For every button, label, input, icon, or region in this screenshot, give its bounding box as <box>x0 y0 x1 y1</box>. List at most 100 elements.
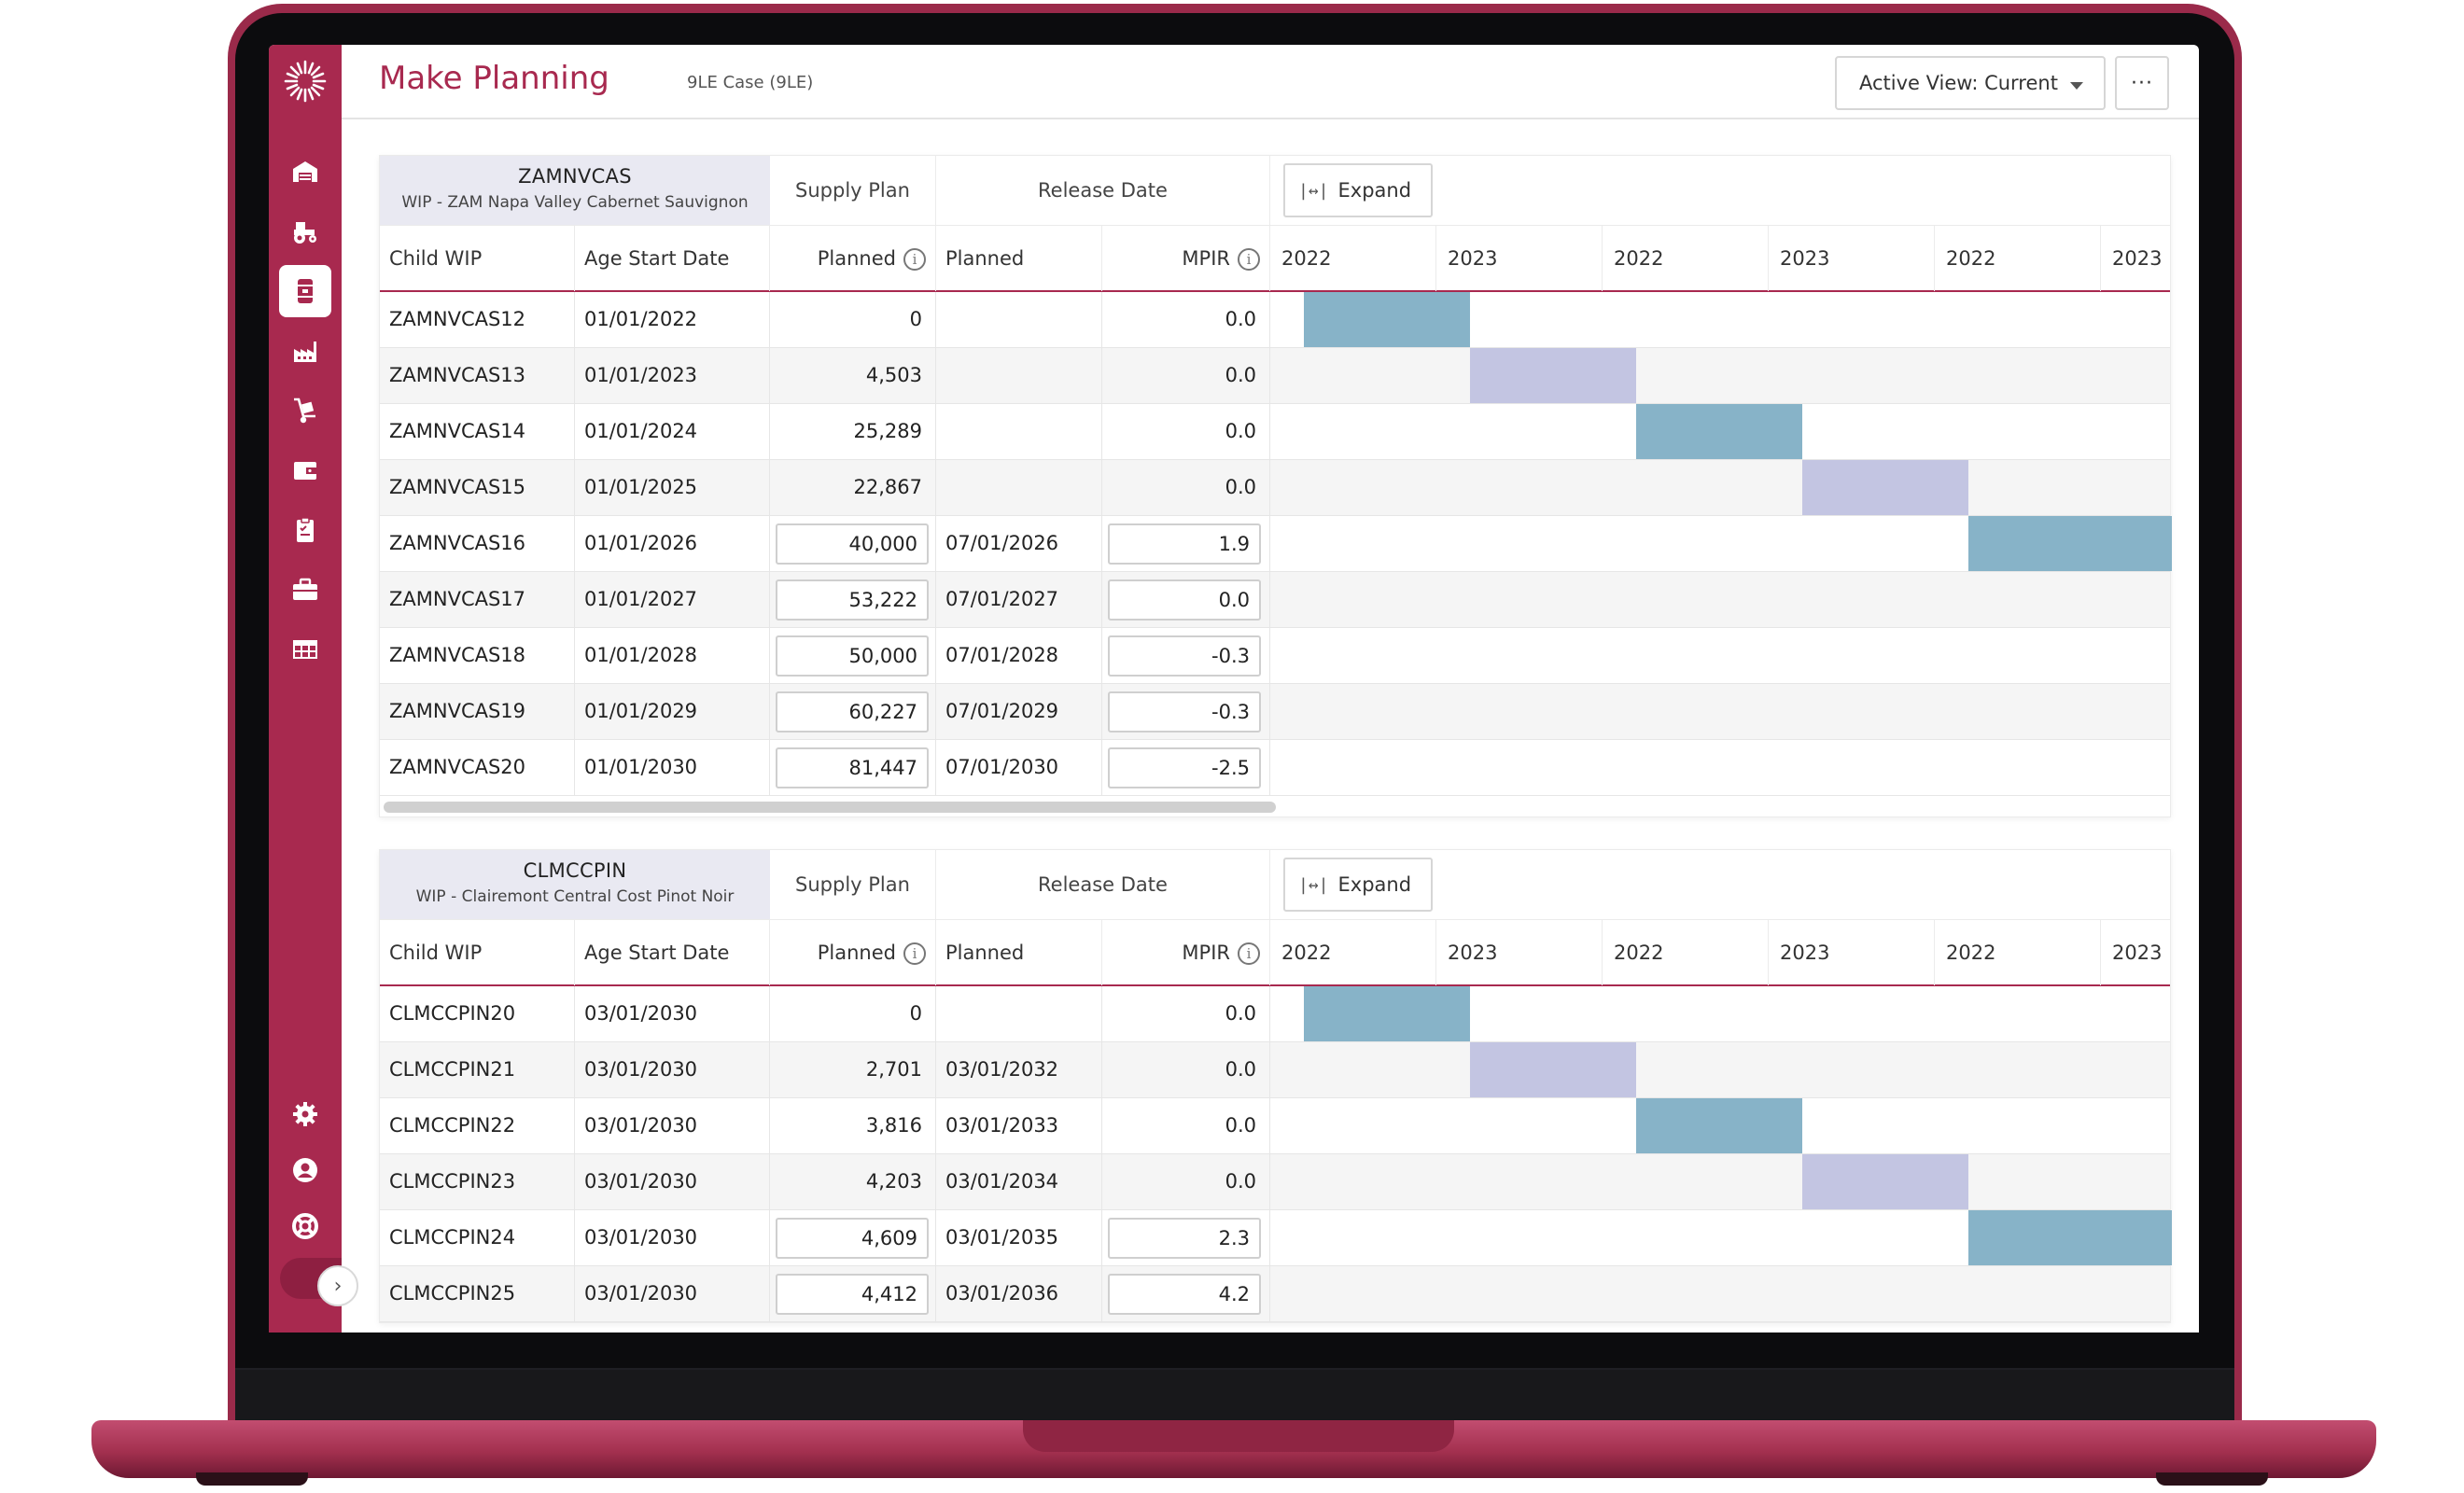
wip-panel: CLMCCPIN WIP - Clairemont Central Cost Pi… <box>379 849 2172 1323</box>
active-view-dropdown[interactable]: Active View: Current <box>1835 56 2106 110</box>
sidebar-item-settings[interactable] <box>279 1088 331 1140</box>
timeline-year-header: 2022 <box>1603 920 1769 985</box>
clipboard-icon <box>297 517 314 542</box>
column-header-release-planned[interactable]: Planned <box>936 226 1102 291</box>
column-header-mpir[interactable]: MPIR i <box>1102 920 1270 985</box>
column-header-child-wip[interactable]: Child WIP <box>380 226 575 291</box>
timeline-bar[interactable] <box>1801 1154 1968 1209</box>
release-date-group-header: Release Date <box>936 850 1270 919</box>
mpir-input[interactable]: -0.3 <box>1108 691 1261 733</box>
age-start-date-cell: 01/01/2027 <box>575 572 770 627</box>
sidebar-item-clipboard[interactable] <box>279 504 331 556</box>
sidebar-item-wallet[interactable] <box>279 444 331 496</box>
mpir-input[interactable]: -0.3 <box>1108 635 1261 677</box>
sidebar-item-table[interactable] <box>279 623 331 676</box>
mpir-input[interactable]: 0.0 <box>1108 579 1261 621</box>
timeline-bar[interactable] <box>1303 292 1470 347</box>
expand-button[interactable]: |↔| Expand <box>1283 858 1433 912</box>
planned-input[interactable]: 81,447 <box>776 747 929 788</box>
planned-input[interactable]: 53,222 <box>776 579 929 621</box>
info-icon[interactable]: i <box>1238 942 1260 965</box>
planned-cell: 25,289 <box>770 404 936 459</box>
table-row: ZAMNVCAS16 01/01/2026 40,000 07/01/2026 1.9 <box>380 516 2172 572</box>
column-header-release-planned[interactable]: Planned <box>936 920 1102 985</box>
caret-down-icon <box>2070 82 2083 90</box>
chevron-right-icon: › <box>333 1274 343 1298</box>
timeline-bar[interactable] <box>1801 460 1968 515</box>
sunburst-logo-icon[interactable] <box>282 58 329 105</box>
mpir-input[interactable]: 1.9 <box>1108 523 1261 565</box>
horizontal-scrollbar[interactable] <box>380 796 2170 816</box>
child-wip-cell: ZAMNVCAS19 <box>380 684 575 739</box>
sidebar <box>269 45 342 1333</box>
sidebar-item-hand-truck[interactable] <box>279 384 331 437</box>
timeline-bar[interactable] <box>1635 1098 1802 1153</box>
timeline-bar[interactable] <box>1469 348 1636 403</box>
timeline-year-header: 2023 <box>1769 226 1935 291</box>
scrollbar-thumb[interactable] <box>384 802 1276 813</box>
timeline-bar[interactable] <box>1967 1210 2172 1265</box>
info-icon[interactable]: i <box>1238 248 1260 271</box>
planned-input[interactable]: 50,000 <box>776 635 929 677</box>
sidebar-item-barrel[interactable] <box>279 265 331 317</box>
sidebar-item-profile[interactable] <box>279 1144 331 1196</box>
laptop-foot <box>196 1472 308 1486</box>
info-icon[interactable]: i <box>903 942 926 965</box>
age-start-date-cell: 01/01/2026 <box>575 516 770 571</box>
release-planned-cell: 03/01/2034 <box>936 1154 1102 1209</box>
table-header-row: Child WIP Age Start Date Planned i Planned MP… <box>380 919 2170 986</box>
planned-input[interactable]: 4,412 <box>776 1274 929 1315</box>
mpir-cell: 0.0 <box>1102 460 1270 515</box>
sidebar-item-factory[interactable] <box>279 325 331 377</box>
table-row: ZAMNVCAS20 01/01/2030 81,447 07/01/2030 -2.5 <box>380 740 2170 796</box>
child-wip-cell: ZAMNVCAS13 <box>380 348 575 403</box>
expand-button[interactable]: |↔| Expand <box>1283 163 1433 217</box>
timeline-bar[interactable] <box>1469 1042 1636 1097</box>
sidebar-item-help[interactable] <box>279 1200 331 1252</box>
column-header-mpir[interactable]: MPIR i <box>1102 226 1270 291</box>
column-header-planned[interactable]: Planned i <box>770 920 936 985</box>
more-options-button[interactable]: ··· <box>2115 56 2169 110</box>
age-start-date-cell: 01/01/2025 <box>575 460 770 515</box>
panel-description: WIP - Clairemont Central Cost Pinot Noir <box>415 887 735 906</box>
mpir-cell: 0.0 <box>1102 1154 1270 1209</box>
column-header-planned[interactable]: Planned i <box>770 226 936 291</box>
table-row: CLMCCPIN22 03/01/2030 3,816 03/01/2033 0.0 <box>380 1098 2170 1154</box>
timeline-bar[interactable] <box>1303 986 1470 1041</box>
column-header-age-start-date[interactable]: Age Start Date <box>575 226 770 291</box>
age-start-date-cell: 01/01/2029 <box>575 684 770 739</box>
sidebar-expand-button[interactable]: › <box>317 1265 358 1306</box>
mpir-cell: 0.0 <box>1102 404 1270 459</box>
timeline-year-header: 2023 <box>2112 942 2163 964</box>
sidebar-item-toolbox[interactable] <box>279 564 331 616</box>
sidebar-item-tractor[interactable] <box>279 205 331 258</box>
planned-input[interactable]: 40,000 <box>776 523 929 565</box>
expand-label: Expand <box>1337 179 1412 202</box>
mpir-cell: -0.3 <box>1102 684 1270 739</box>
ellipsis-icon: ··· <box>2131 71 2153 95</box>
age-start-date-cell: 03/01/2030 <box>575 1266 770 1321</box>
timeline-bar[interactable] <box>1635 404 1802 459</box>
release-planned-cell: 07/01/2027 <box>936 572 1102 627</box>
planned-cell: 50,000 <box>770 628 936 683</box>
sidebar-item-warehouse[interactable] <box>279 146 331 198</box>
table-row: CLMCCPIN25 03/01/2030 4,412 03/01/2036 4.2 <box>380 1266 2170 1322</box>
child-wip-cell: ZAMNVCAS15 <box>380 460 575 515</box>
column-header-child-wip-label: Child WIP <box>389 942 483 964</box>
timeline-bar[interactable] <box>1967 516 2172 571</box>
wip-panel: ZAMNVCAS WIP - ZAM Napa Valley Cabernet S… <box>379 155 2172 817</box>
mpir-input[interactable]: 4.2 <box>1108 1274 1261 1315</box>
info-icon[interactable]: i <box>903 248 926 271</box>
child-wip-cell: CLMCCPIN24 <box>380 1210 575 1265</box>
table-row: CLMCCPIN20 03/01/2030 0 0.0 <box>380 986 2170 1042</box>
mpir-input[interactable]: -2.5 <box>1108 747 1261 788</box>
planned-input[interactable]: 4,609 <box>776 1218 929 1259</box>
column-header-child-wip[interactable]: Child WIP <box>380 920 575 985</box>
mpir-input[interactable]: 2.3 <box>1108 1218 1261 1259</box>
planned-input[interactable]: 60,227 <box>776 691 929 733</box>
expand-horizontal-icon: |↔| <box>1298 874 1329 895</box>
column-header-age-start-date[interactable]: Age Start Date <box>575 920 770 985</box>
age-start-date-cell: 01/01/2030 <box>575 740 770 795</box>
planned-cell: 2,701 <box>770 1042 936 1097</box>
child-wip-cell: ZAMNVCAS17 <box>380 572 575 627</box>
